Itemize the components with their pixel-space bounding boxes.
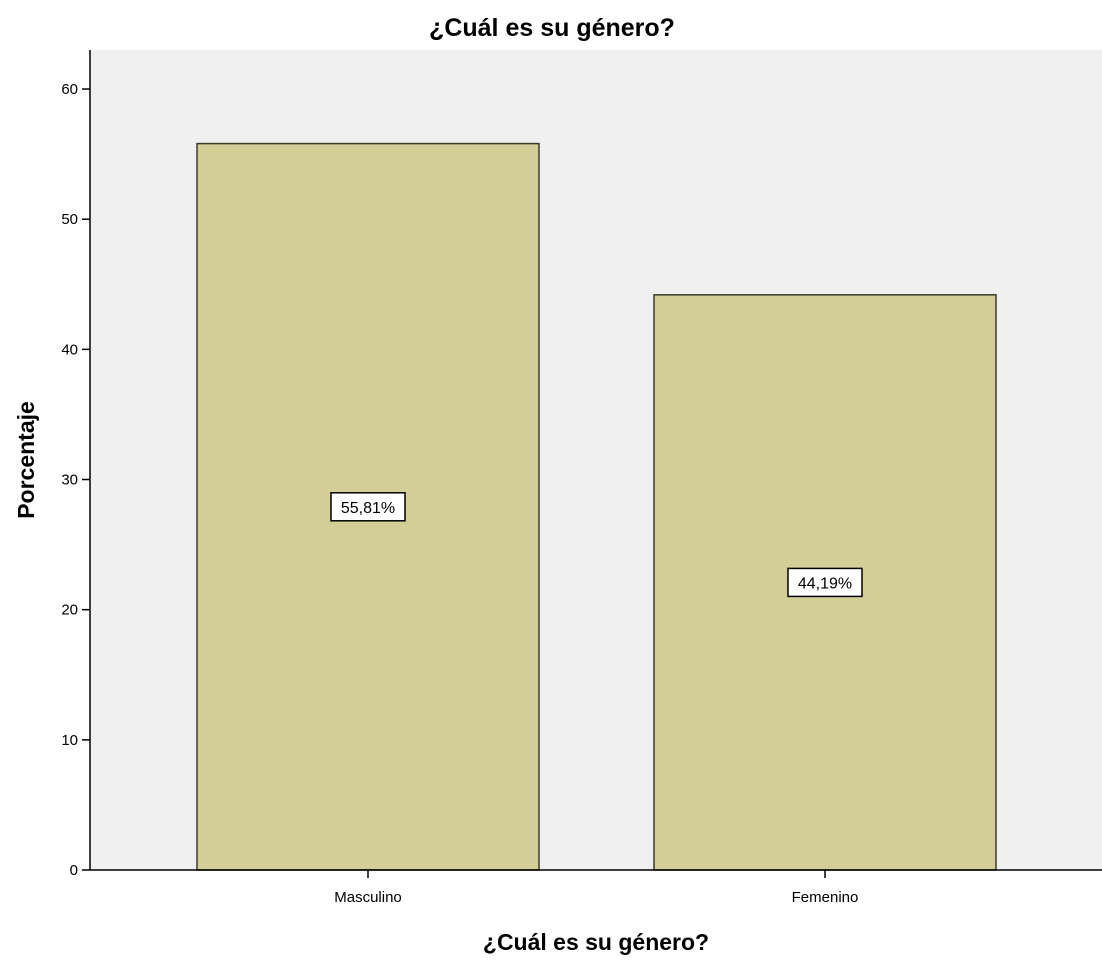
y-tick-label: 60 [61, 81, 78, 98]
data-labels: 55,81% 44,19% [330, 492, 863, 598]
data-label-masculino: 55,81% [330, 492, 406, 522]
y-tick-label: 0 [70, 862, 78, 879]
axes: Masculino Femenino 0 10 20 30 40 50 60 [61, 50, 1102, 906]
y-tick-label: 20 [61, 602, 78, 619]
data-label-text: 55,81% [341, 500, 395, 517]
y-tick-label: 40 [61, 341, 78, 358]
y-tick-label: 10 [61, 732, 78, 749]
data-label-femenino: 44,19% [787, 567, 863, 598]
x-tick-label: Masculino [334, 889, 402, 906]
data-label-box [330, 492, 406, 522]
x-tick-label: Femenino [792, 889, 859, 906]
chart-title: ¿Cuál es su género? [429, 14, 675, 42]
data-label-text: 44,19% [798, 575, 852, 592]
y-tick-label: 30 [61, 472, 78, 489]
x-axis-title: ¿Cuál es su género? [483, 929, 709, 955]
data-label-box [787, 567, 863, 598]
y-axis-title: Porcentaje [13, 401, 39, 519]
y-tick-label: 50 [61, 211, 78, 228]
